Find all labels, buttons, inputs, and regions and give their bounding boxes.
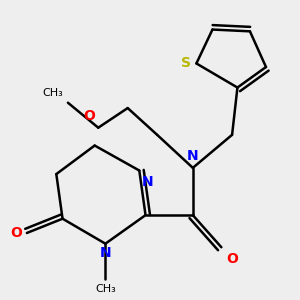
Text: N: N (187, 149, 199, 164)
Text: N: N (100, 246, 111, 260)
Text: N: N (142, 175, 154, 189)
Text: O: O (226, 252, 238, 266)
Text: S: S (181, 56, 191, 70)
Text: O: O (11, 226, 22, 240)
Text: CH₃: CH₃ (95, 284, 116, 294)
Text: O: O (83, 109, 95, 123)
Text: CH₃: CH₃ (43, 88, 64, 98)
